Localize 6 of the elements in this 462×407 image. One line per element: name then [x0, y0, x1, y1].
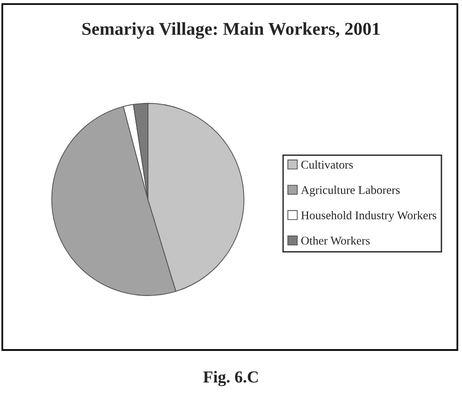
legend-label: Cultivators — [301, 160, 353, 169]
legend-label: Agriculture Laborers — [300, 186, 400, 196]
legend-label: Other Workers — [301, 236, 370, 245]
caption: Fig. 6.C — [203, 370, 258, 386]
legend-label: Household Industry Workers — [301, 211, 436, 222]
chart-title: Semariya Village: Main Workers, 2001 — [82, 22, 380, 39]
